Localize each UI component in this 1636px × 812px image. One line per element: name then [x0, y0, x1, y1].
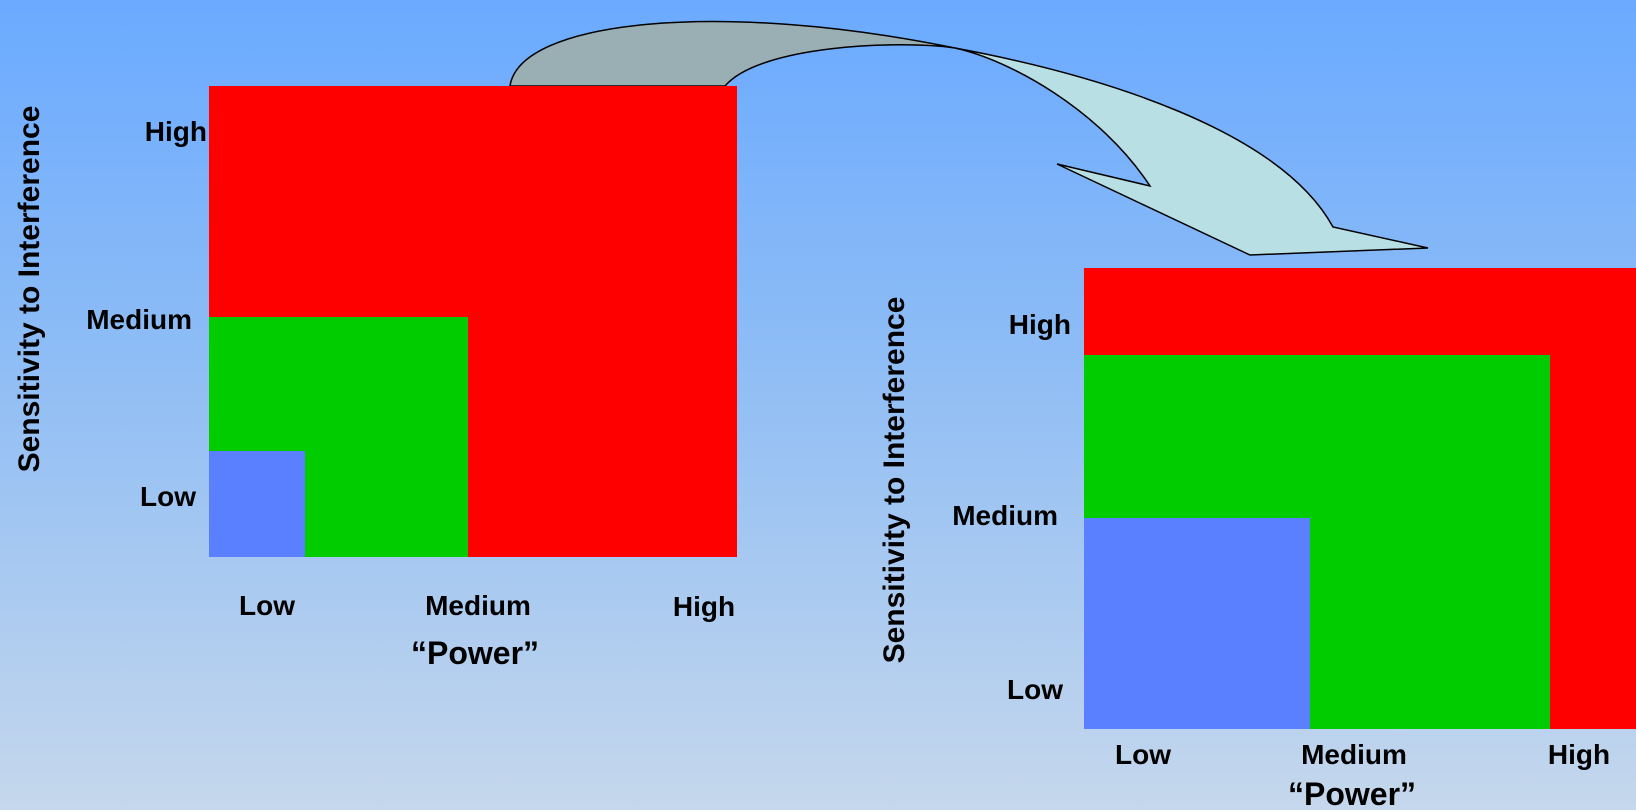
y-tick-low-before: Low	[140, 481, 196, 512]
x-tick-low-after: Low	[1115, 739, 1171, 770]
y-tick-medium-after: Medium	[952, 500, 1058, 531]
y-tick-high-after: High	[1008, 309, 1071, 340]
y-tick-high-before: High	[144, 116, 207, 147]
y-axis-title-after: Sensitivity to Interference	[878, 296, 911, 664]
x-axis-title-before: “Power”	[410, 635, 540, 671]
x-tick-low-before: Low	[239, 590, 295, 621]
arrow-back-face	[509, 20, 956, 87]
arrow-front-face	[954, 47, 1429, 256]
x-tick-medium-after: Medium	[1301, 739, 1407, 770]
x-tick-high-after: High	[1547, 739, 1611, 770]
x-axis-title-after: “Power”	[1287, 776, 1417, 812]
y-axis-title-before: Sensitivity to Interference	[13, 105, 46, 473]
zone-low-before	[209, 451, 305, 557]
y-tick-medium-before: Medium	[86, 304, 192, 335]
x-tick-medium-before: Medium	[425, 590, 531, 621]
x-tick-high-before: High	[672, 591, 736, 622]
zone-low-after	[1084, 518, 1310, 729]
y-tick-low-after: Low	[1007, 674, 1063, 705]
